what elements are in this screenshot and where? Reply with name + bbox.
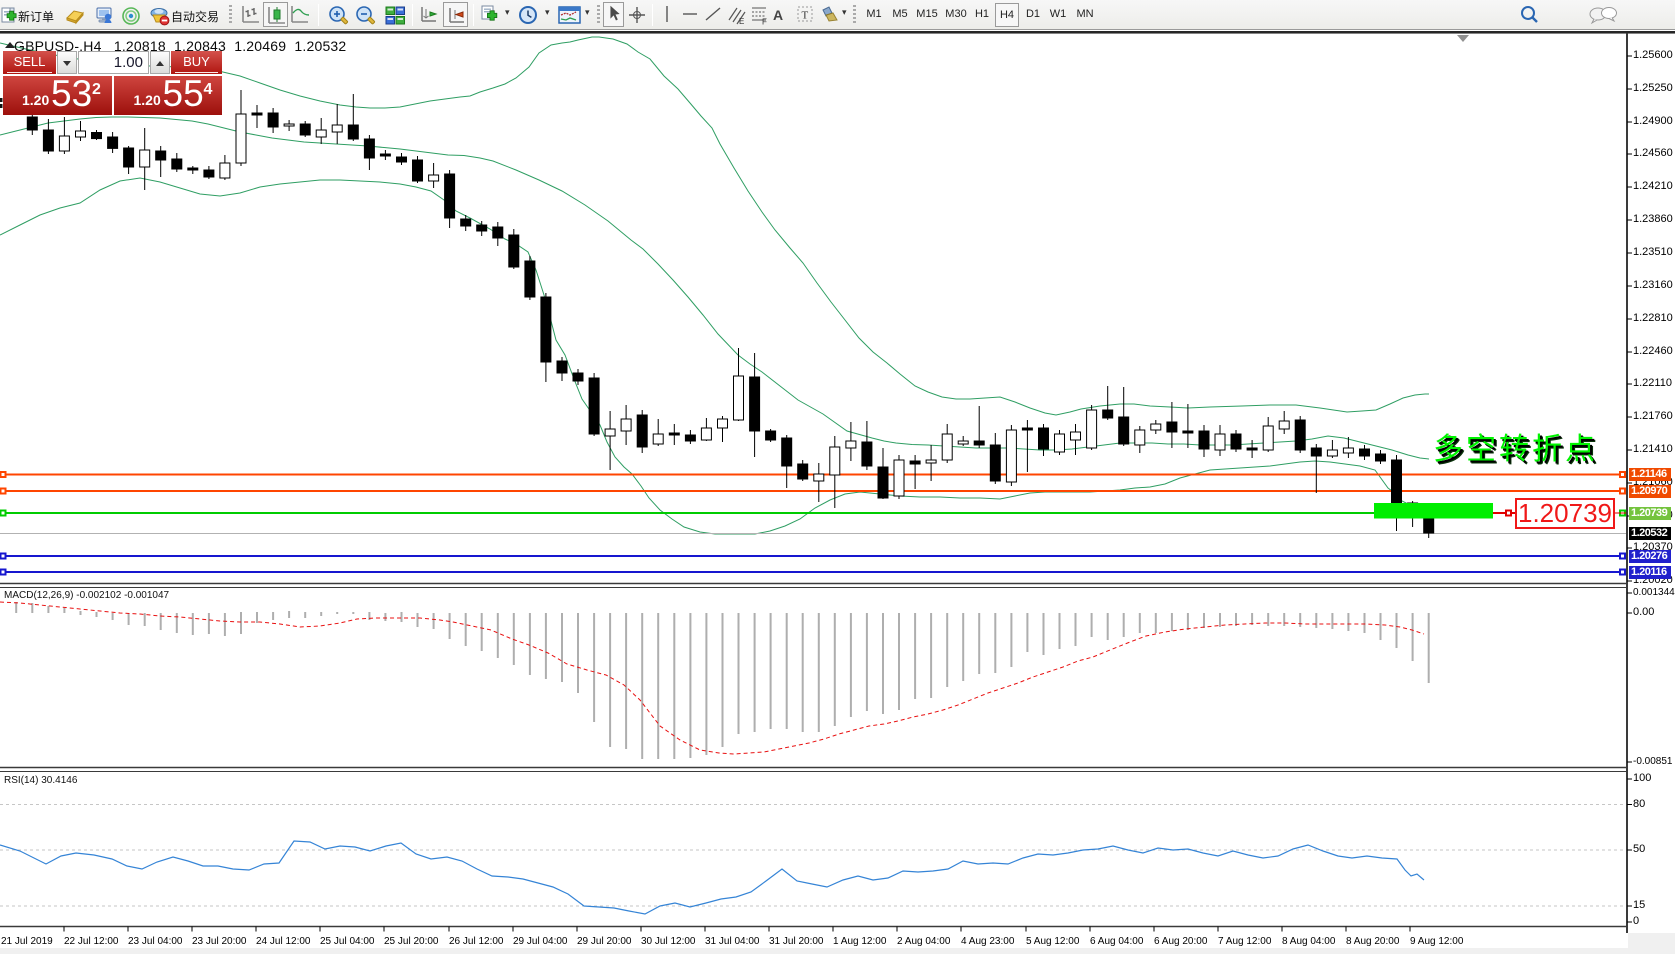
svg-text:T: T	[802, 10, 809, 22]
svg-text:F: F	[762, 18, 767, 26]
svg-text:E: E	[739, 17, 744, 25]
